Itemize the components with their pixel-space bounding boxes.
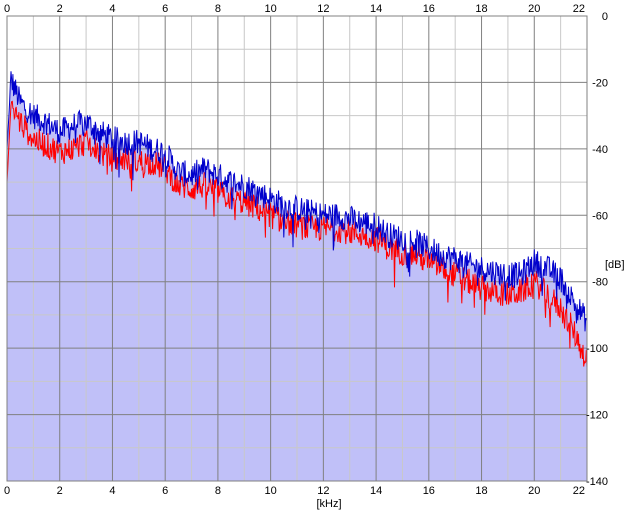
- y-tick-labels: 0 -20 -40 -60 -80 -100 -120 -140: [586, 11, 608, 488]
- x-tick-label-top: 6: [162, 3, 168, 15]
- y-tick-label: -80: [592, 277, 608, 289]
- x-tick-label-bottom: 8: [215, 485, 221, 497]
- x-tick-label-top: 16: [423, 3, 435, 15]
- y-tick-label: -60: [592, 210, 608, 222]
- x-tick-label-bottom: 6: [162, 485, 168, 497]
- x-tick-label-bottom: 22: [573, 485, 585, 497]
- x-tick-label-bottom: 2: [57, 485, 63, 497]
- plot-border: [6, 15, 588, 482]
- x-axis-label: [kHz]: [316, 498, 341, 510]
- x-tick-label-bottom: 10: [265, 485, 277, 497]
- series-line-red: [6, 100, 588, 368]
- x-tick-label-top: 4: [109, 3, 115, 15]
- y-tick-label: -120: [586, 410, 608, 422]
- x-tick-label-bottom: 14: [370, 485, 382, 497]
- y-tick-label: -40: [592, 144, 608, 156]
- x-tick-label-top: 22: [573, 3, 585, 15]
- x-tick-label-top: 14: [370, 3, 382, 15]
- x-tick-label-bottom: 4: [109, 485, 115, 497]
- x-tick-label-top: 0: [4, 3, 10, 15]
- y-tick-label: 0: [602, 11, 608, 23]
- series-layer: [6, 71, 588, 368]
- x-tick-label-top: 18: [475, 3, 487, 15]
- x-tick-label-bottom: 18: [475, 485, 487, 497]
- y-tick-label: -140: [586, 476, 608, 488]
- y-axis-label: [dB]: [605, 259, 624, 271]
- x-tick-label-top: 8: [215, 3, 221, 15]
- x-tick-label-bottom: 0: [4, 485, 10, 497]
- x-tick-label-top: 12: [317, 3, 329, 15]
- x-tick-label-bottom: 16: [423, 485, 435, 497]
- x-tick-label-top: 10: [265, 3, 277, 15]
- x-tick-label-top: 20: [528, 3, 540, 15]
- y-tick-label: -100: [586, 343, 608, 355]
- x-tick-label-bottom: 20: [528, 485, 540, 497]
- x-tick-label-top: 2: [57, 3, 63, 15]
- y-tick-label: -20: [592, 77, 608, 89]
- x-tick-label-bottom: 12: [317, 485, 329, 497]
- series-line-blue: [6, 71, 588, 332]
